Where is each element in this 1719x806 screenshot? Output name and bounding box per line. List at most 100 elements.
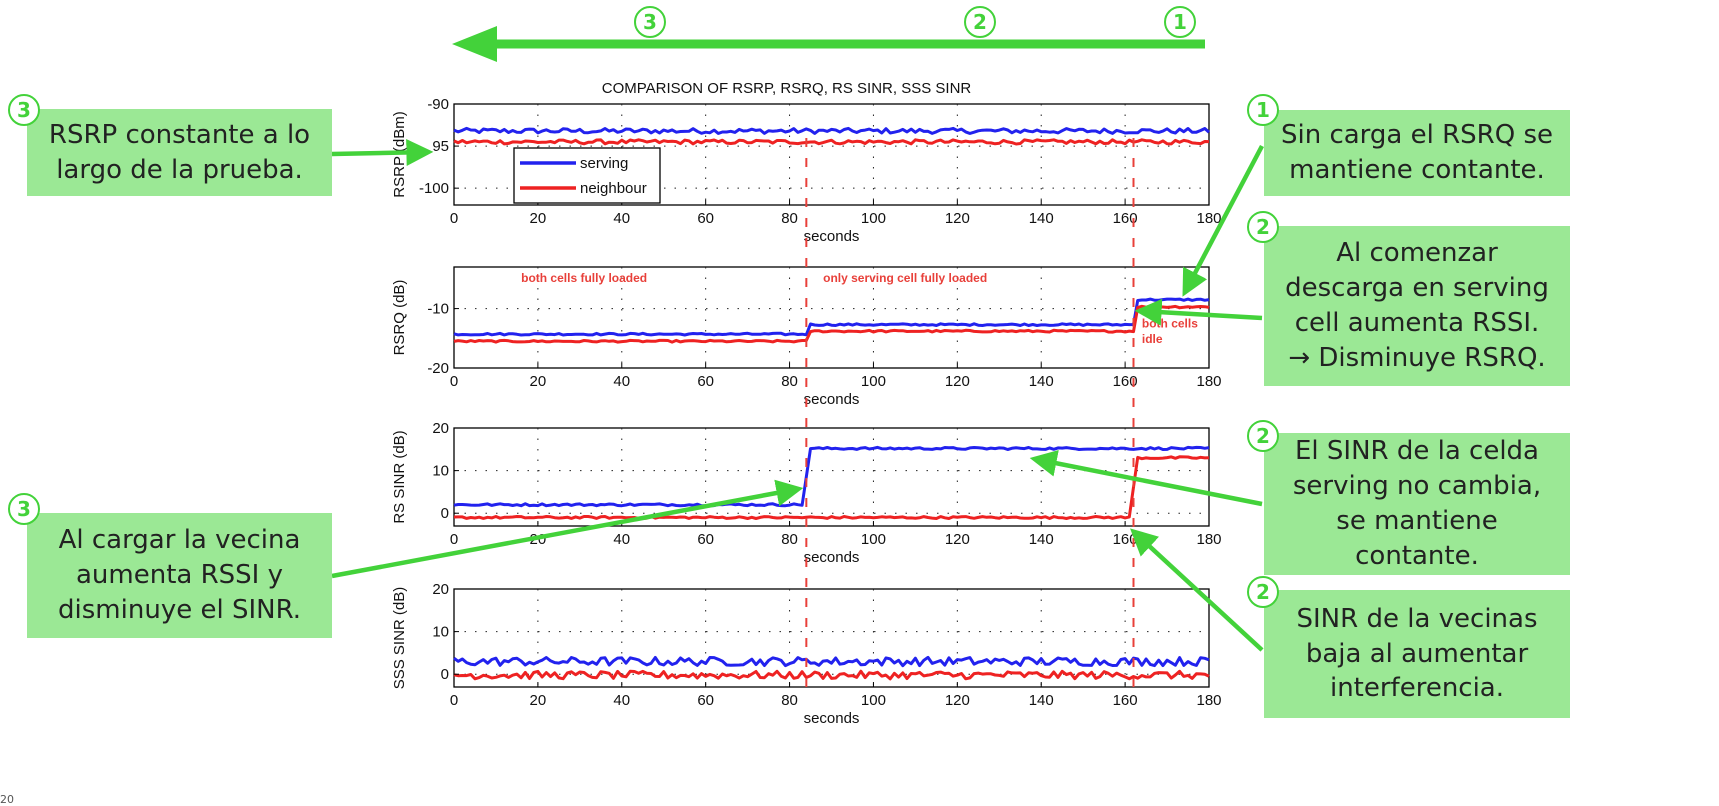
y-axis-label: RS SINR (dB) (391, 430, 408, 523)
x-tick-label: 60 (697, 692, 714, 709)
callout-text-line: SINR de la vecinas (1296, 603, 1538, 634)
step-badge-1: 1 (1247, 94, 1279, 126)
callout-rsrp-constant: RSRP constante a lo largo de la prueba. (27, 109, 332, 196)
callout-serving-sinr: El SINR de la celda serving no cambia, se … (1264, 433, 1570, 575)
x-tick-label: 40 (613, 692, 630, 709)
x-tick-label: 20 (530, 373, 547, 390)
y-axis-label: SSS SINR (dB) (391, 587, 408, 690)
x-tick-label: 160 (1113, 373, 1138, 390)
x-tick-label: 20 (530, 210, 547, 227)
series-line-neighbour (453, 455, 1210, 520)
arrow-neighbour-sinr (1130, 528, 1264, 652)
x-tick-label: 140 (1029, 373, 1054, 390)
footer-mark: 20 (0, 793, 14, 806)
callout-text-line: descarga en serving (1285, 273, 1549, 304)
callout-text-line: El SINR de la celda (1294, 436, 1539, 467)
step-badge-3: 3 (8, 94, 40, 126)
x-tick-label: 160 (1113, 692, 1138, 709)
chart-panel-2: 0 20 40 60 80 100 120 140 160 180 -10 -20 seconds RSR… (391, 266, 1222, 408)
callout-text-line: → Disminuye RSRQ. (1288, 342, 1546, 373)
timeline-badge-2: 2 (964, 6, 996, 38)
y-tick-label: 20 (432, 420, 449, 437)
x-tick-label: 0 (450, 531, 458, 548)
series-line-neighbour (453, 138, 1210, 146)
chart-panel-1: 0 20 40 60 80 100 120 140 160 180 -90 95 -100 seconds… (391, 80, 1222, 245)
chart-panel-4: 0 20 40 60 80 100 120 140 160 18020100secondsSSS … (391, 581, 1222, 727)
x-tick-label: 140 (1029, 531, 1054, 548)
x-tick-label: 180 (1196, 692, 1221, 709)
x-tick-label: 0 (450, 373, 458, 390)
chart-annotation: both cells fully loaded (521, 271, 647, 285)
chart-annotation: both cells (1142, 317, 1198, 331)
callout-text-line: interferencia. (1329, 673, 1505, 704)
step-badge-2: 2 (1247, 211, 1279, 243)
x-axis-label: seconds (804, 228, 860, 245)
x-tick-label: 180 (1196, 531, 1221, 548)
step-badge-3: 3 (8, 493, 40, 525)
callout-text-line: Sin carga el RSRQ se (1280, 120, 1554, 151)
x-tick-label: 0 (450, 210, 458, 227)
y-tick-label: 0 (441, 505, 449, 522)
arrow-rsrq-rise (1134, 298, 1263, 326)
step-badge-2: 2 (1247, 576, 1279, 608)
legend-label: serving (580, 155, 628, 172)
callout-text-line: Al comenzar (1336, 238, 1498, 269)
callout-no-load-rsrq: Sin carga el RSRQ se mantiene contante. (1264, 110, 1570, 196)
callout-text-line: disminuye el SINR. (58, 594, 301, 625)
x-tick-label: 0 (450, 692, 458, 709)
y-axis-label: RSRQ (dB) (391, 280, 408, 356)
callout-text-line: aumenta RSSI y (76, 560, 283, 591)
chart-legend: serving neighbour (513, 147, 661, 204)
x-tick-label: 60 (697, 210, 714, 227)
x-tick-label: 100 (861, 210, 886, 227)
x-tick-label: 120 (945, 692, 970, 709)
y-tick-label: -100 (419, 180, 449, 197)
y-tick-label: -20 (427, 360, 449, 377)
arrow-rs-sinr-jump (331, 479, 804, 579)
callout-text-line: contante. (1355, 540, 1479, 571)
callout-text-line: cell aumenta RSSI. (1294, 308, 1540, 338)
series-line-serving (453, 126, 1210, 135)
y-tick-label: 95 (432, 138, 449, 155)
y-tick-label: 0 (441, 666, 449, 683)
series-line-neighbour (453, 669, 1210, 681)
legend-label: neighbour (580, 180, 647, 197)
step-badge-2: 2 (1247, 420, 1279, 452)
x-tick-label: 20 (530, 692, 547, 709)
chart-annotation: only serving cell fully loaded (823, 271, 987, 285)
x-axis-label: seconds (804, 391, 860, 408)
x-tick-label: 80 (781, 692, 798, 709)
x-tick-label: 100 (861, 373, 886, 390)
callout-neighbour-sinr: SINR de la vecinas baja al aumentar interf… (1264, 590, 1570, 718)
series-line-serving (453, 445, 1210, 508)
timeline-badge-1: 1 (1164, 6, 1196, 38)
x-tick-label: 140 (1029, 210, 1054, 227)
series-line-serving (453, 655, 1210, 668)
series-line-neighbour (453, 304, 1210, 344)
x-tick-label: 120 (945, 373, 970, 390)
callout-serving-download: Al comenzar descarga en serving cell aumen… (1264, 226, 1570, 386)
legend-box (513, 147, 661, 204)
x-tick-label: 40 (613, 373, 630, 390)
y-tick-label: -90 (427, 96, 449, 113)
callout-text-line: serving no cambia, (1292, 471, 1542, 502)
callout-neighbour-load: Al cargar la vecina aumenta RSSI y disminu… (27, 513, 332, 638)
x-tick-label: 160 (1113, 210, 1138, 227)
x-tick-label: 100 (861, 692, 886, 709)
x-tick-label: 80 (781, 531, 798, 548)
x-axis-label: seconds (804, 549, 860, 566)
x-tick-label: 80 (781, 210, 798, 227)
y-tick-label: 10 (432, 463, 449, 480)
y-tick-label: 20 (432, 581, 449, 598)
x-tick-label: 40 (613, 210, 630, 227)
timeline-badge-3: 3 (634, 6, 666, 38)
plot-frame (453, 266, 1210, 369)
arrow-rsrp (331, 138, 434, 166)
arrow-serving-sinr (1029, 449, 1263, 507)
x-axis-label: seconds (804, 710, 860, 727)
callout-text-line: RSRP constante a lo (48, 119, 311, 150)
callout-text-line: mantiene contante. (1289, 155, 1545, 185)
x-tick-label: 180 (1196, 373, 1221, 390)
y-tick-label: -10 (427, 301, 449, 318)
